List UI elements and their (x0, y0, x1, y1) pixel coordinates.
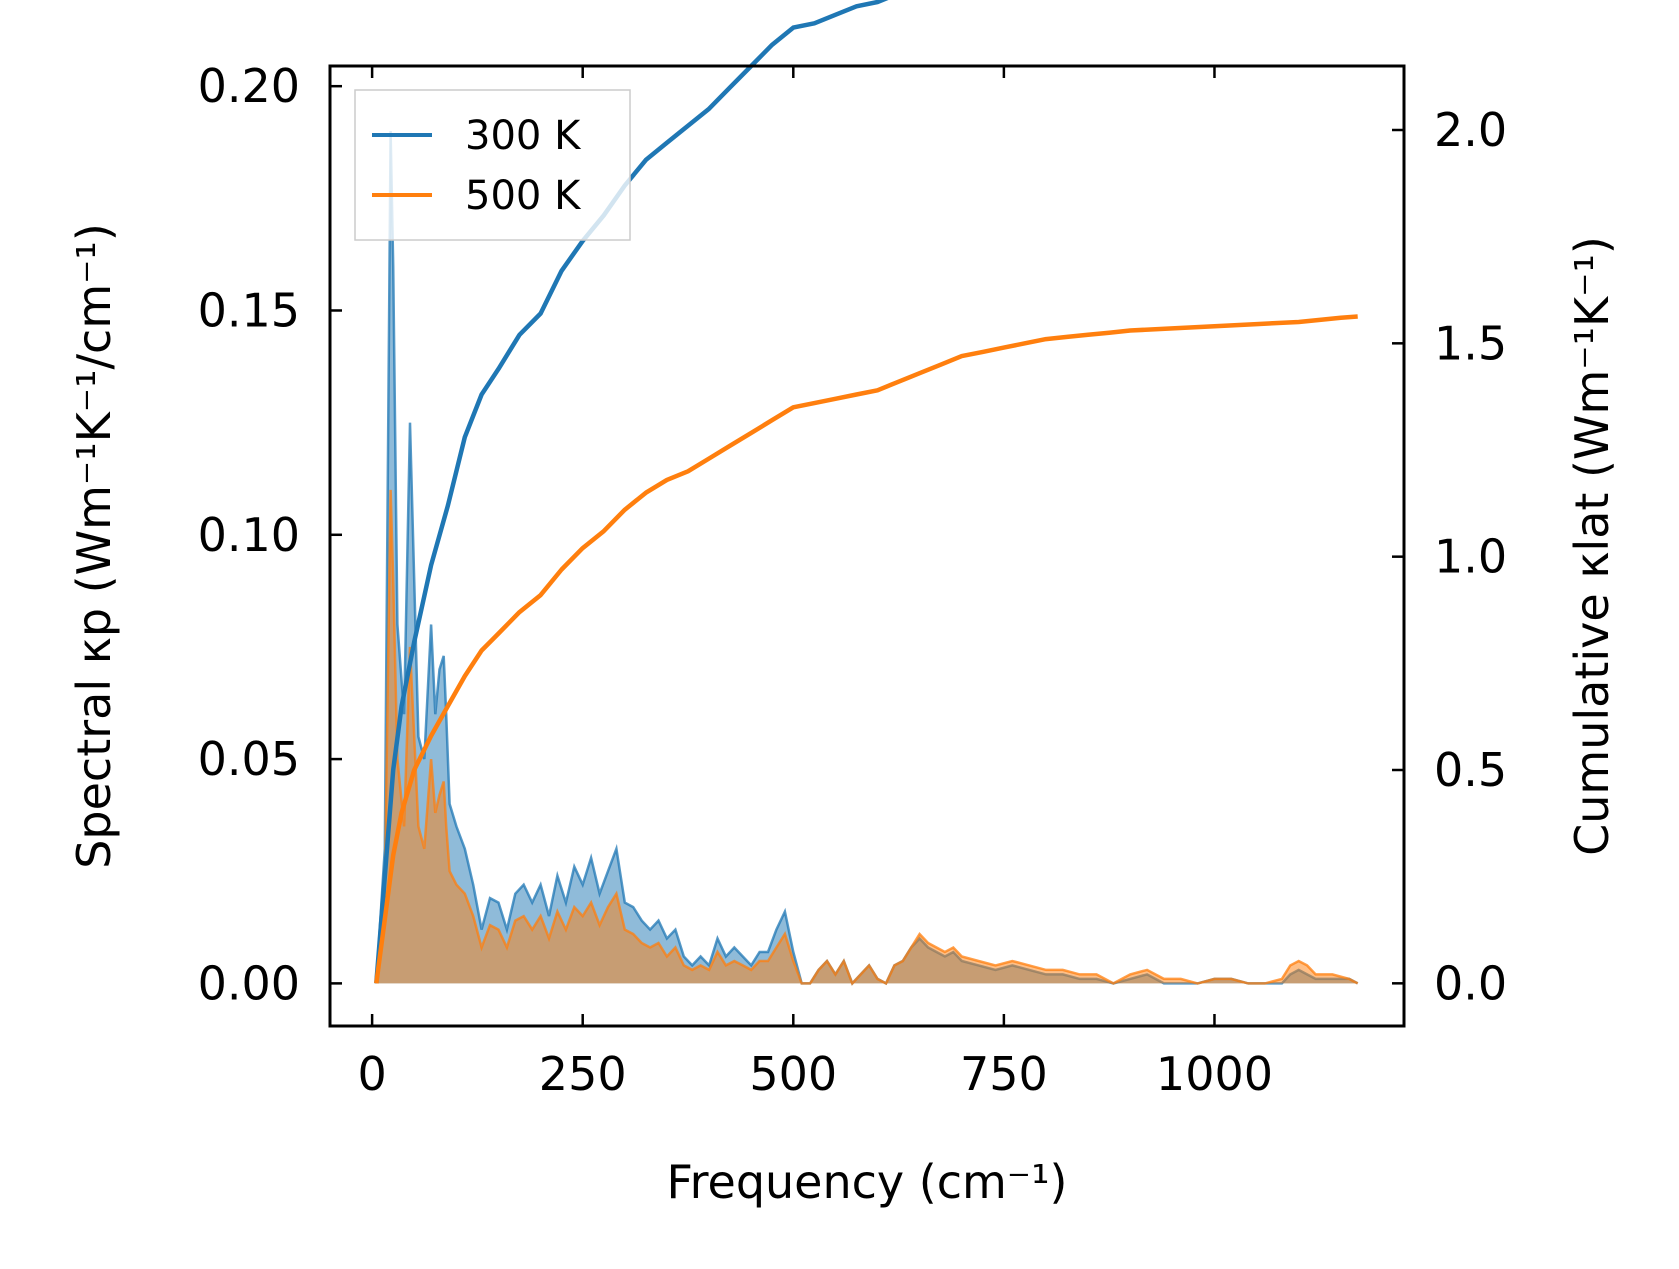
y-left-tick-label-2: 0.10 (198, 508, 300, 562)
y-left-tick-label-1: 0.05 (198, 732, 300, 786)
x-tick-label-500: 500 (749, 1047, 837, 1101)
y-left-tick-label-4: 0.20 (198, 59, 300, 113)
x-tick-label-0: 0 (357, 1047, 386, 1101)
x-tick-label-1000: 1000 (1156, 1047, 1273, 1101)
y-right-tick-label-1: 0.5 (1434, 743, 1507, 797)
y-left-tick-label-3: 0.15 (198, 283, 300, 337)
y-right-tick-label-3: 1.5 (1434, 316, 1507, 370)
y-right-axis-label: Cumulative κlat (Wm⁻¹K⁻¹) (1565, 236, 1619, 856)
legend-500k-label: 500 K (465, 173, 582, 219)
x-axis-label: Frequency (cm⁻¹) (667, 1155, 1068, 1209)
x-tick-label-250: 250 (539, 1047, 627, 1101)
legend-300k-label: 300 K (465, 113, 582, 159)
y-left-tick-label-0: 0.00 (198, 956, 300, 1010)
cumulative-line-300k (374, 0, 889, 984)
y-right-tick-label-0: 0.0 (1434, 956, 1507, 1010)
y-right-tick-label-2: 1.0 (1434, 530, 1507, 584)
plot-area (374, 0, 1359, 986)
spectral-area-500k (376, 489, 1358, 984)
y-right-tick-label-4: 2.0 (1434, 103, 1507, 157)
spectral-line-500k (375, 489, 1359, 986)
cumulative-line-500k (374, 314, 1358, 984)
spectral-area-300k (376, 131, 1358, 984)
legend: 300 K 500 K (354, 89, 631, 241)
axis-ticks: 0 250 500 750 1000 0.00 0.05 0.10 0.15 0.20 0.0 0.5… (198, 59, 1508, 1101)
x-tick-label-750: 750 (960, 1047, 1048, 1101)
plot-frame (328, 64, 1406, 1028)
legend-box (354, 89, 631, 241)
y-left-axis-label: Spectral κp (Wm⁻¹K⁻¹/cm⁻¹) (67, 223, 121, 869)
